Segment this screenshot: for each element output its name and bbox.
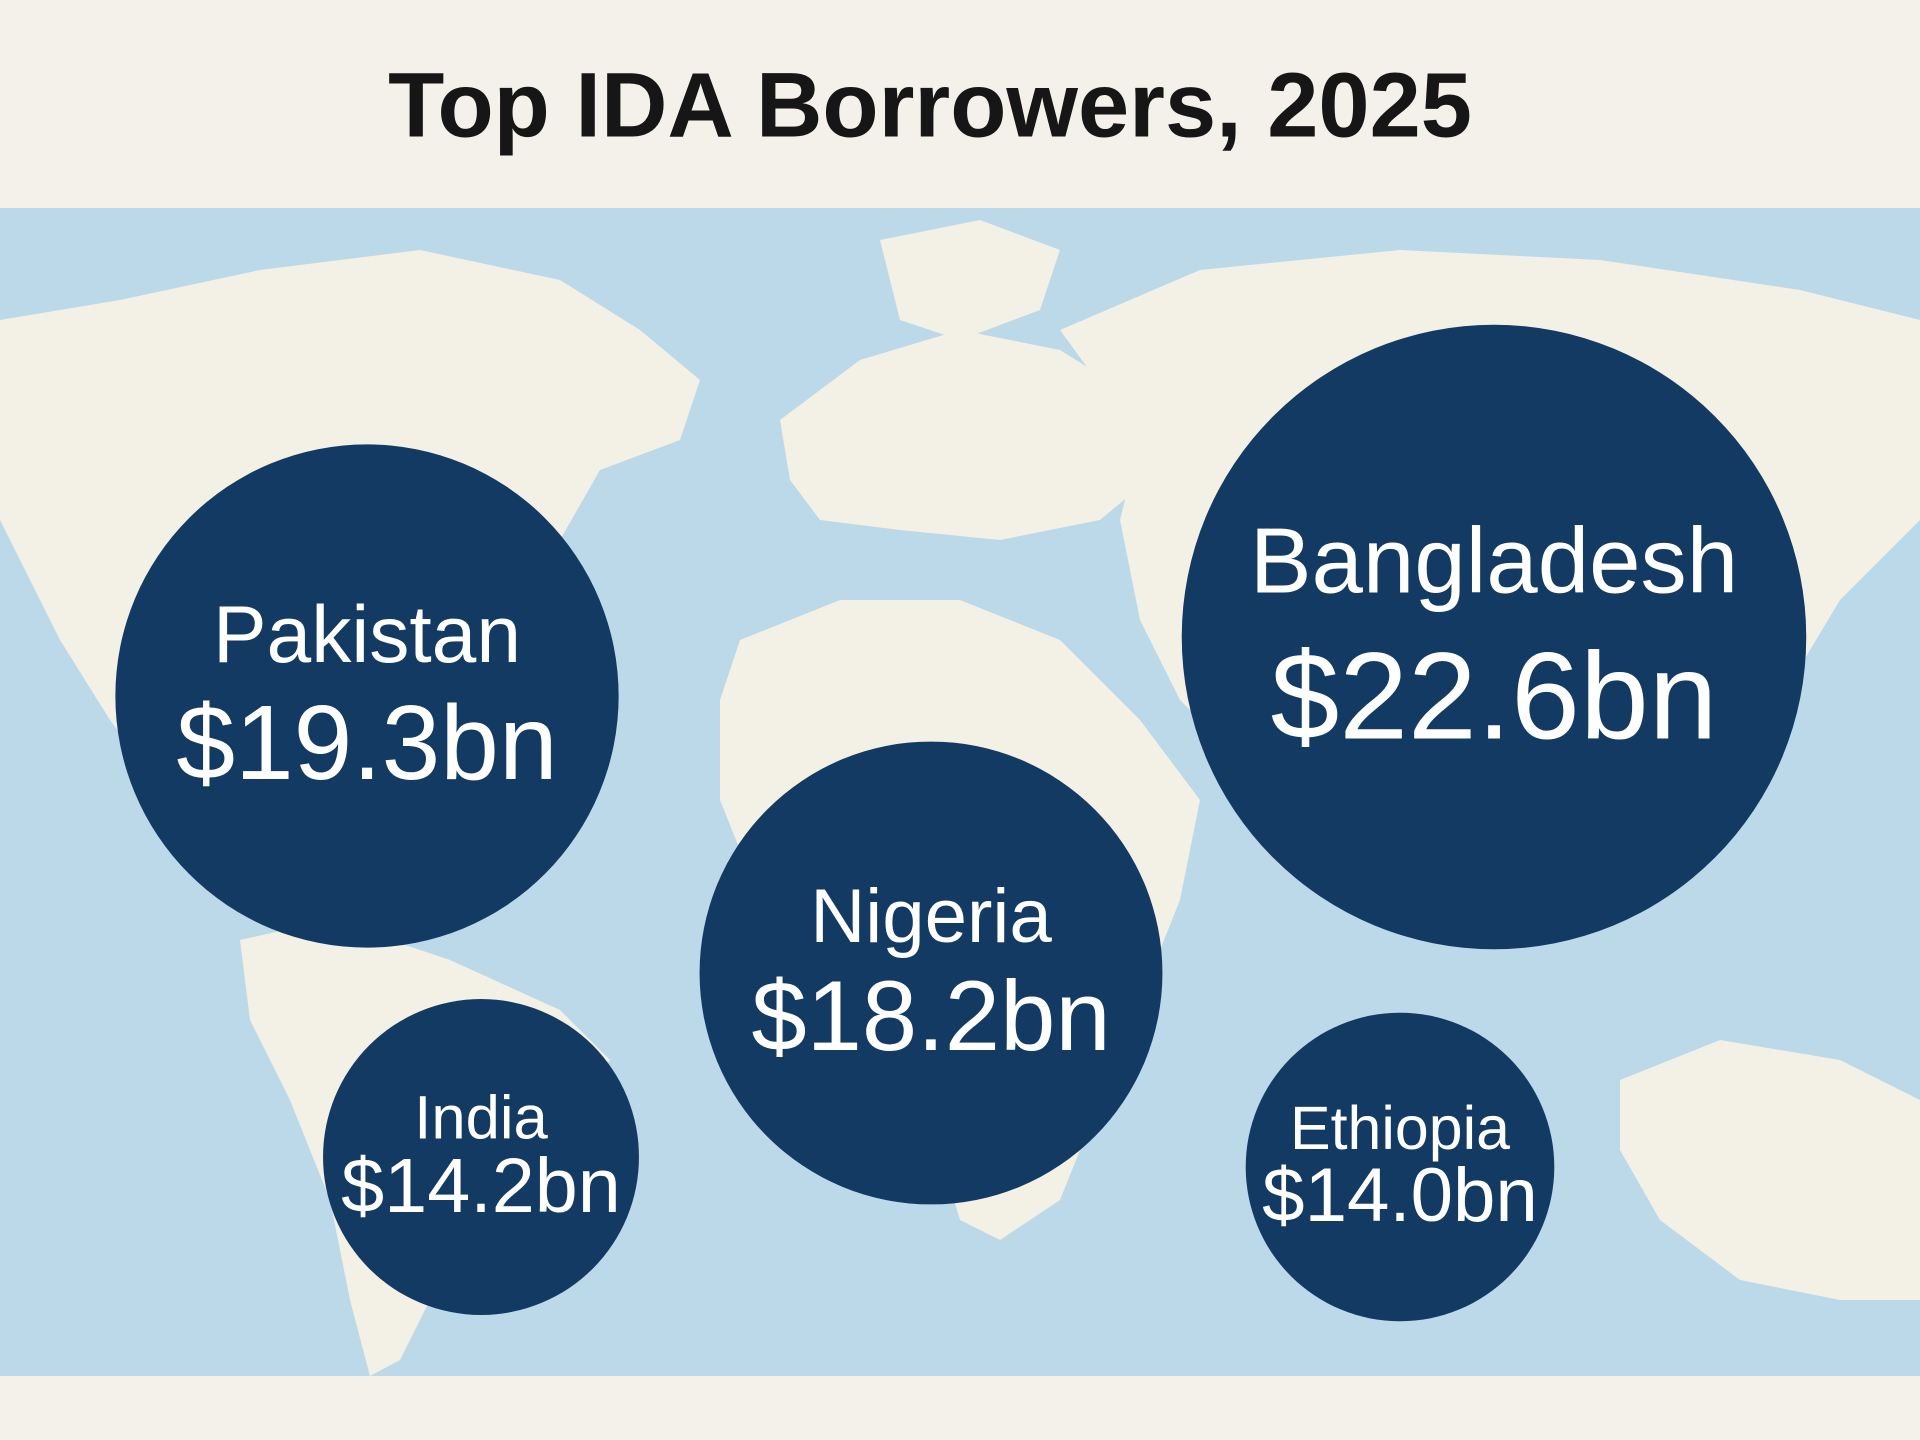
europe — [780, 330, 1160, 540]
australia — [1620, 1040, 1920, 1300]
bubble — [1181, 324, 1807, 950]
bubble-label: Pakistan — [213, 590, 521, 680]
bubble — [323, 999, 639, 1315]
bubble-label: Nigeria — [810, 874, 1052, 959]
bubble-label: Bangladesh — [1250, 509, 1738, 613]
value-label: $22.6bn — [1271, 627, 1718, 765]
bubble-label: Ethiopia — [1290, 1094, 1510, 1162]
value-label: $19.3bn — [176, 685, 557, 802]
bubble — [1245, 1012, 1555, 1322]
greenland — [880, 220, 1060, 340]
value-label: $18.2bn — [751, 961, 1110, 1072]
bubble — [115, 444, 619, 948]
chart-title: Top IDA Borrowers, 2025 — [388, 54, 1472, 156]
value-label: $14.0bn — [1262, 1153, 1538, 1238]
bubble-label: India — [414, 1084, 548, 1153]
value-label: $14.2bn — [341, 1143, 621, 1229]
bubble — [699, 741, 1163, 1205]
